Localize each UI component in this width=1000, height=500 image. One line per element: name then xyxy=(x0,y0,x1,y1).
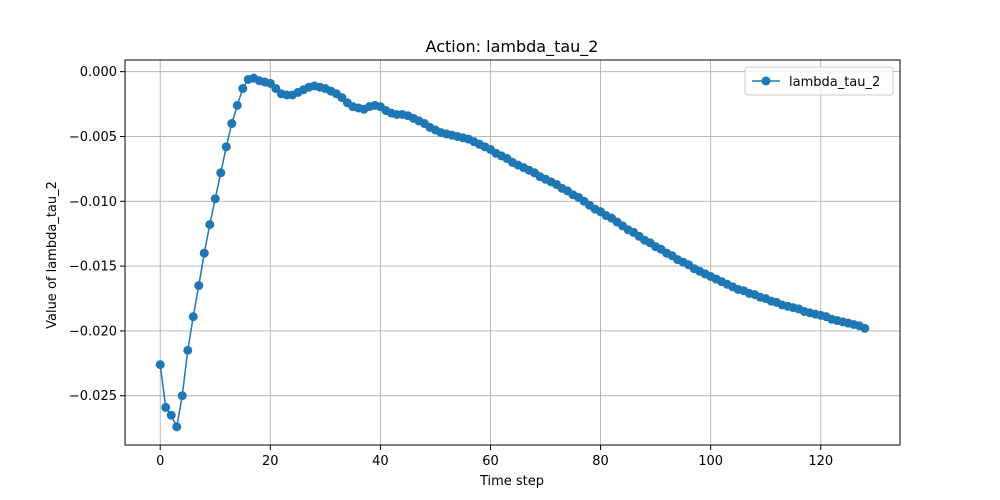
data-point xyxy=(172,422,182,432)
series-markers xyxy=(155,73,870,432)
y-tick-label: 0.000 xyxy=(80,65,117,80)
grid xyxy=(125,60,900,445)
data-point xyxy=(161,402,171,412)
x-tick-label: 80 xyxy=(592,454,609,469)
data-point xyxy=(227,119,237,129)
data-point xyxy=(238,84,248,94)
data-point xyxy=(188,312,198,322)
data-point xyxy=(199,248,209,258)
data-point xyxy=(216,168,226,178)
y-tick-label: −0.010 xyxy=(69,195,117,210)
data-point xyxy=(860,323,870,333)
data-point xyxy=(183,345,193,355)
x-axis-label: Time step xyxy=(479,474,544,489)
legend-marker-swatch xyxy=(761,76,771,86)
data-point xyxy=(177,391,187,401)
series-line xyxy=(159,77,866,430)
x-axis-ticks: 0 20 40 60 80 100 120 xyxy=(156,445,833,469)
x-tick-label: 20 xyxy=(262,454,279,469)
x-tick-label: 60 xyxy=(482,454,499,469)
x-tick-label: 0 xyxy=(156,454,164,469)
x-tick-label: 120 xyxy=(808,454,833,469)
chart-title: Action: lambda_tau_2 xyxy=(426,37,599,57)
y-tick-label: −0.025 xyxy=(69,389,117,404)
data-point xyxy=(210,194,220,204)
y-axis-ticks: 0.000 −0.005 −0.010 −0.015 −0.020 −0.025 xyxy=(69,65,125,404)
y-axis-label: Value of lambda_tau_2 xyxy=(45,181,60,329)
plot-frame xyxy=(124,59,901,446)
x-tick-label: 100 xyxy=(698,454,723,469)
x-tick-label: 40 xyxy=(372,454,389,469)
data-point xyxy=(155,360,165,370)
data-point xyxy=(205,220,215,230)
data-point xyxy=(166,410,176,420)
data-point xyxy=(221,142,231,152)
legend: lambda_tau_2 xyxy=(744,66,894,96)
legend-label: lambda_tau_2 xyxy=(789,75,880,90)
legend-box xyxy=(744,66,894,96)
data-point xyxy=(232,100,242,110)
y-tick-label: −0.005 xyxy=(69,130,117,145)
y-tick-label: −0.015 xyxy=(69,260,117,275)
series-line-group xyxy=(159,77,866,430)
data-point xyxy=(194,281,204,291)
y-tick-label: −0.020 xyxy=(69,324,117,339)
